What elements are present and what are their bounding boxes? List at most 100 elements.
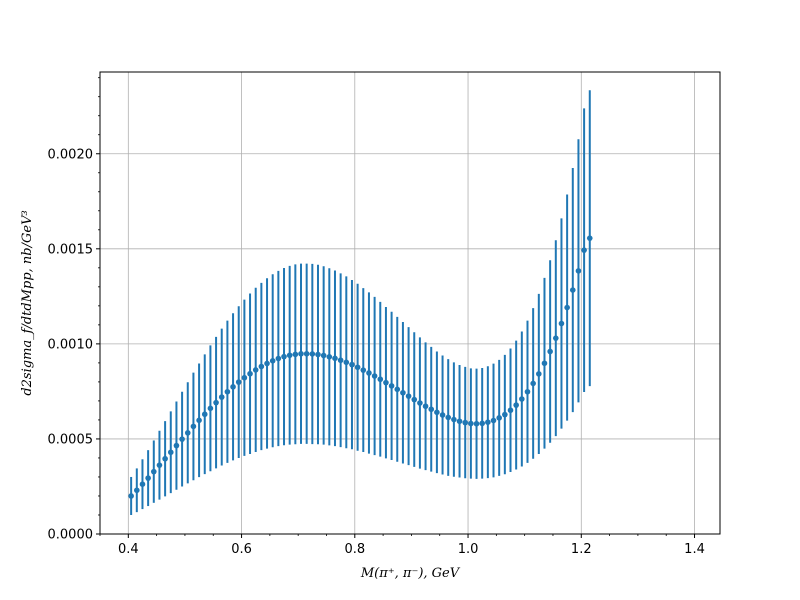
x-tick-label: 1.2 — [571, 542, 592, 557]
data-point — [434, 409, 440, 416]
data-point — [428, 406, 435, 413]
data-point — [343, 359, 350, 366]
data-point — [241, 374, 248, 381]
data-point — [218, 394, 225, 400]
data-point — [502, 411, 508, 418]
data-point — [213, 399, 219, 406]
data-point — [224, 388, 231, 395]
data-points — [128, 235, 593, 499]
data-point — [569, 287, 576, 293]
data-point — [496, 415, 502, 421]
x-ticks: 0.4 0.6 0.8 1.0 1.2 1.4 — [99, 534, 705, 557]
data-point — [179, 436, 185, 442]
data-point — [230, 384, 236, 390]
data-point — [394, 386, 401, 393]
data-point — [134, 487, 140, 494]
data-point — [190, 423, 197, 430]
data-point — [320, 352, 327, 359]
x-tick-label: 0.4 — [118, 542, 139, 557]
data-point — [411, 396, 418, 403]
data-point — [422, 403, 429, 410]
data-point — [507, 407, 514, 414]
data-point — [536, 371, 542, 377]
x-tick-label: 0.6 — [231, 542, 252, 557]
data-point — [377, 376, 384, 383]
data-point — [303, 350, 310, 357]
data-point — [524, 388, 531, 395]
data-point — [479, 420, 485, 427]
data-point — [400, 389, 406, 396]
data-point — [184, 430, 191, 436]
data-point — [264, 360, 270, 367]
data-point — [575, 268, 582, 274]
y-ticks: 0.0000 0.0005 0.0010 0.0015 0.0020 — [48, 77, 100, 543]
data-point — [451, 416, 457, 423]
data-point — [354, 364, 361, 371]
x-tick-label: 0.8 — [344, 542, 365, 557]
x-tick-label: 1.4 — [684, 542, 705, 557]
data-point — [207, 405, 214, 412]
data-point — [201, 411, 208, 418]
data-point — [473, 420, 480, 427]
data-point — [462, 419, 469, 426]
data-point — [309, 351, 316, 357]
data-point — [235, 379, 242, 385]
data-point — [258, 363, 265, 370]
data-point — [581, 247, 587, 253]
data-point — [162, 455, 168, 462]
data-point — [298, 350, 304, 357]
data-point — [530, 380, 536, 387]
data-point — [128, 493, 134, 499]
data-point — [360, 367, 367, 373]
data-point — [371, 373, 378, 379]
data-point — [332, 355, 338, 362]
data-point — [445, 414, 452, 421]
y-tick-label: 0.0005 — [48, 432, 94, 447]
x-tick-label: 1.0 — [458, 542, 479, 557]
data-point — [366, 370, 372, 376]
data-point — [456, 418, 463, 425]
y-tick-label: 0.0000 — [48, 528, 94, 543]
y-axis-label: d2sigma_f/dtdMpp, nb/GeV³ — [20, 210, 35, 395]
data-point — [552, 335, 559, 341]
data-point — [541, 360, 548, 367]
plot-frame — [99, 71, 721, 535]
data-point — [485, 419, 491, 426]
data-point — [337, 357, 344, 364]
data-point — [139, 481, 146, 487]
y-tick-label: 0.0010 — [48, 337, 94, 352]
data-point — [513, 402, 519, 408]
data-point — [558, 320, 565, 327]
data-point — [383, 379, 389, 386]
data-point — [275, 355, 282, 362]
data-point — [196, 417, 202, 424]
data-point — [167, 449, 174, 456]
data-point — [292, 351, 299, 358]
data-point — [349, 361, 355, 368]
data-point — [547, 348, 553, 355]
data-point — [564, 304, 570, 311]
data-point — [269, 357, 276, 364]
data-point — [150, 468, 157, 475]
data-point — [315, 351, 321, 358]
data-point — [417, 400, 423, 406]
x-axis-label: M(π⁺, π⁻), GeV — [360, 566, 461, 581]
y-tick-label: 0.0020 — [48, 147, 94, 162]
data-point — [286, 352, 293, 359]
data-point — [173, 442, 180, 449]
data-point — [252, 367, 259, 373]
data-point — [388, 383, 395, 389]
data-point — [490, 417, 497, 424]
data-point — [405, 393, 412, 399]
y-tick-label: 0.0015 — [48, 242, 94, 257]
data-point — [326, 354, 333, 360]
data-point — [247, 370, 253, 377]
data-point — [519, 396, 525, 402]
data-point — [156, 462, 163, 468]
data-point — [468, 420, 474, 427]
data-point — [145, 475, 151, 481]
data-point — [439, 412, 446, 418]
data-point — [586, 235, 593, 241]
